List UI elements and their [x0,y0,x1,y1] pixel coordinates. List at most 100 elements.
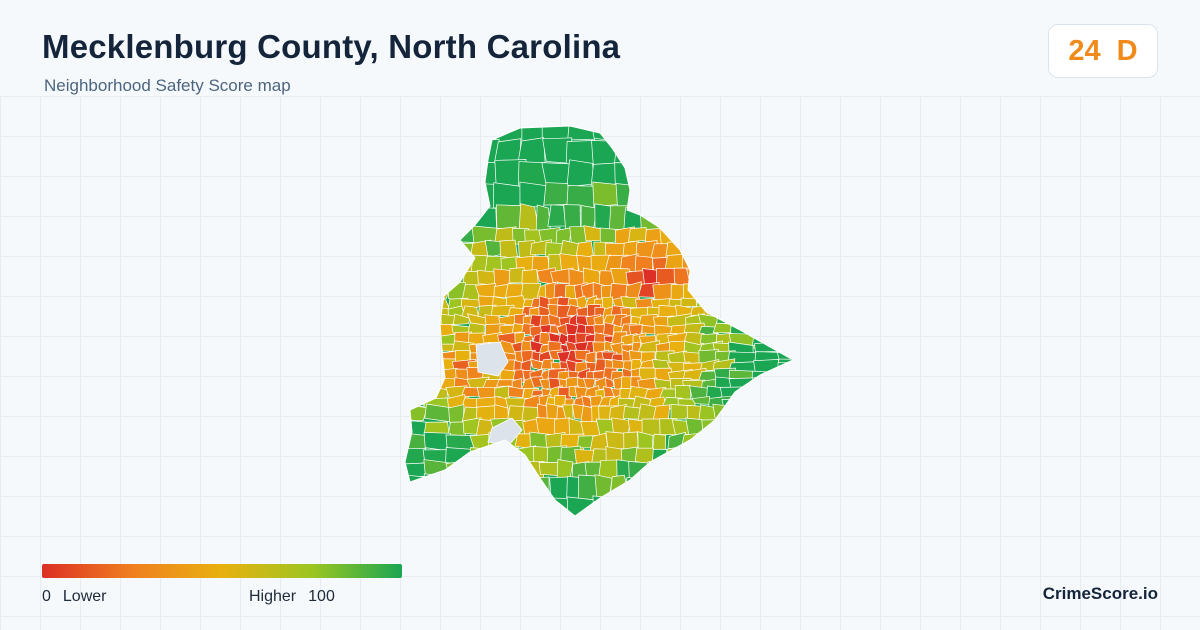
tract-cell[interactable] [398,181,432,207]
tract-cell[interactable] [399,519,425,544]
tract-cell[interactable] [662,119,695,147]
tract-cell[interactable] [424,314,442,328]
tract-cell[interactable] [733,496,766,525]
tract-cell[interactable] [445,159,476,188]
tract-cell[interactable] [784,282,813,304]
tract-cell[interactable] [769,459,799,479]
tract-cell[interactable] [735,182,762,207]
tract-cell[interactable] [777,367,808,383]
tract-cell[interactable] [398,296,427,313]
tract-cell[interactable] [423,473,451,501]
tract-cell[interactable] [799,474,829,502]
tract-cell[interactable] [777,239,805,260]
tract-cell[interactable] [544,520,571,545]
tract-cell[interactable] [659,460,682,476]
tract-cell[interactable] [783,206,813,234]
tract-cell[interactable] [567,116,595,141]
tract-cell[interactable] [758,139,788,167]
tract-cell[interactable] [422,324,443,342]
tract-cell[interactable] [445,227,478,244]
tract-cell[interactable] [682,253,700,270]
tract-cell[interactable] [797,270,824,287]
tract-cell[interactable] [778,376,804,392]
tract-cell[interactable] [768,388,795,399]
tract-cell[interactable] [664,205,692,232]
tract-cell[interactable] [757,206,790,234]
tract-cell[interactable] [399,204,428,231]
tract-cell[interactable] [447,495,479,523]
tract-cell[interactable] [799,418,827,437]
tract-cell[interactable] [591,518,621,548]
tract-cell[interactable] [709,497,741,524]
tract-cell[interactable] [698,254,729,274]
tract-cell[interactable] [613,137,643,166]
tract-cell[interactable] [509,459,529,484]
tract-cell[interactable] [783,498,810,527]
tract-cell[interactable] [748,297,779,312]
tract-cell[interactable] [566,496,598,524]
tract-cell[interactable] [448,404,465,424]
tract-cell[interactable] [676,473,712,502]
tract-cell[interactable] [712,403,741,426]
tract-cell[interactable] [686,495,713,523]
tract-cell[interactable] [422,203,451,231]
tract-cell[interactable] [697,226,727,245]
tract-cell[interactable] [686,518,713,545]
tract-cell[interactable] [518,474,540,504]
tract-cell[interactable] [400,322,429,338]
tract-cell[interactable] [733,116,766,145]
tract-cell[interactable] [774,297,799,310]
tract-cell[interactable] [639,205,668,232]
tract-cell[interactable] [775,446,805,466]
tract-cell[interactable] [399,367,425,385]
tract-cell[interactable] [745,253,770,273]
tract-cell[interactable] [398,256,427,275]
tract-cell[interactable] [710,182,744,209]
tract-cell[interactable] [398,267,429,283]
tract-cell[interactable] [782,120,811,147]
tract-cell[interactable] [616,118,647,143]
tract-cell[interactable] [651,448,668,468]
tract-cell[interactable] [748,419,777,439]
tract-cell[interactable] [702,476,734,502]
tract-cell[interactable] [679,445,714,466]
tract-cell[interactable] [694,433,725,452]
tract-cell[interactable] [724,226,753,248]
tract-cell[interactable] [760,407,792,422]
tract-cell[interactable] [421,160,455,186]
tract-cell[interactable] [518,521,550,543]
tract-cell[interactable] [446,242,475,259]
tract-cell[interactable] [445,138,473,168]
tract-cell[interactable] [400,159,429,187]
tract-cell[interactable] [485,445,503,465]
tract-cell[interactable] [735,137,763,164]
tract-cell[interactable] [753,359,781,374]
tract-cell[interactable] [713,281,743,299]
tract-cell[interactable] [421,333,444,350]
tract-cell[interactable] [698,461,732,480]
tract-cell[interactable] [800,297,824,311]
brand-name[interactable]: CrimeScore.io [1042,584,1158,603]
tract-cell[interactable] [776,313,805,327]
tract-cell[interactable] [399,340,431,355]
tract-cell[interactable] [473,518,502,542]
tract-cell[interactable] [662,185,690,209]
tract-cell[interactable] [399,282,427,303]
tract-cell[interactable] [628,227,647,243]
tract-cell[interactable] [638,116,667,144]
tract-cell[interactable] [673,462,702,483]
tract-cell[interactable] [728,314,756,327]
tract-cell[interactable] [746,459,775,481]
tract-cell[interactable] [449,473,477,500]
tract-cell[interactable] [469,447,491,463]
tract-cell[interactable] [421,254,451,273]
tract-cell[interactable] [747,227,776,244]
tract-cell[interactable] [710,295,734,310]
tract-cell[interactable] [652,404,671,421]
tract-cell[interactable] [559,253,579,275]
tract-cell[interactable] [725,296,755,311]
tract-cell[interactable] [680,432,704,452]
tract-cell[interactable] [686,116,712,145]
tract-cell[interactable] [782,141,813,165]
tract-cell[interactable] [724,268,755,290]
